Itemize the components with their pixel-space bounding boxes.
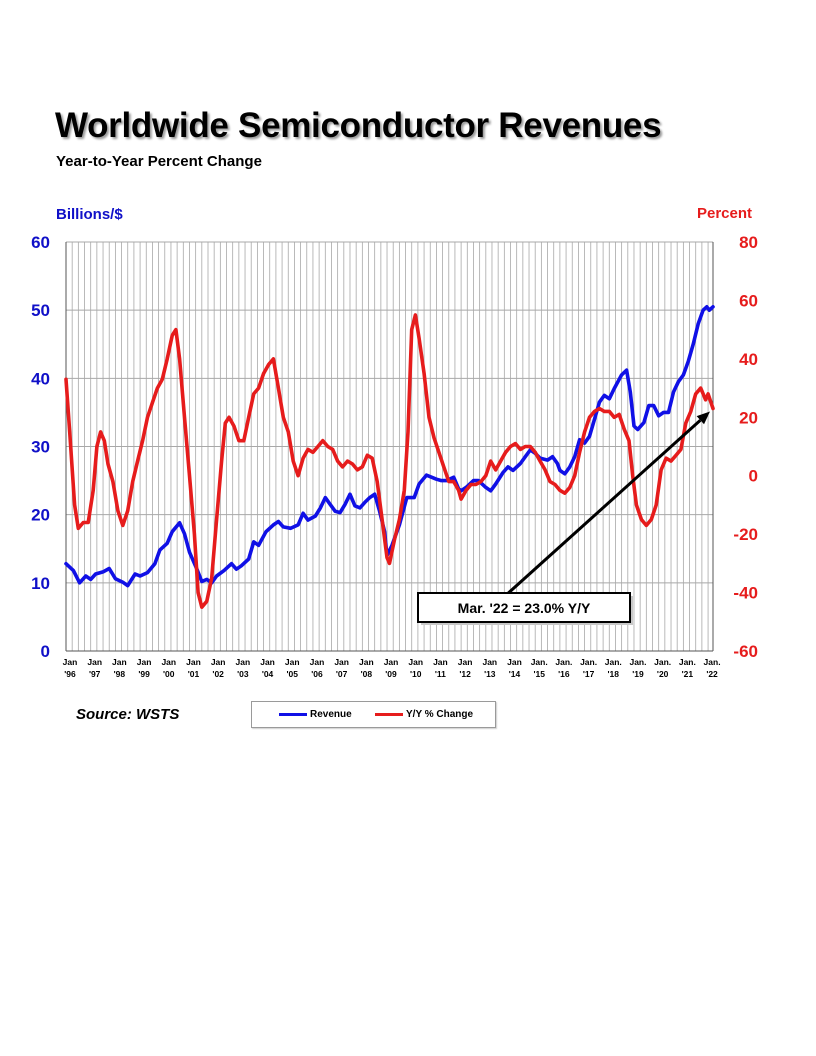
right-tick-label: 40 <box>739 350 758 369</box>
x-tick-label: Jan. <box>654 657 671 667</box>
right-tick-label: -60 <box>733 642 758 661</box>
x-tick-label: Jan <box>63 657 78 667</box>
x-tick-label: '15 <box>533 669 545 679</box>
right-tick-label: 0 <box>749 467 758 486</box>
page-title: Worldwide Semiconductor Revenues <box>55 106 662 145</box>
x-tick-label: '99 <box>138 669 150 679</box>
x-tick-label: Jan <box>433 657 448 667</box>
series-line-yoy <box>64 313 715 610</box>
chart-legend: Revenue Y/Y % Change <box>251 701 496 728</box>
x-tick-label: Jan. <box>555 657 572 667</box>
x-tick-label: Jan <box>112 657 127 667</box>
x-tick-label: Jan <box>334 657 349 667</box>
x-tick-labels: Jan '96 Jan '97 Jan '98 Jan '99 Jan '00 Jan '01 Jan '… <box>63 657 721 679</box>
series-line-revenue <box>64 304 715 588</box>
legend-label-revenue: Revenue <box>310 709 352 720</box>
x-tick-label: '96 <box>64 669 76 679</box>
x-tick-label: '14 <box>509 669 521 679</box>
x-tick-label: Jan <box>384 657 399 667</box>
x-tick-label: Jan <box>260 657 275 667</box>
right-tick-labels: -60 -40 -20 0 20 40 60 80 <box>733 233 758 661</box>
x-tick-label: '98 <box>114 669 126 679</box>
x-tick-label: '04 <box>262 669 274 679</box>
x-tick-label: '19 <box>632 669 644 679</box>
x-tick-label: Jan <box>236 657 251 667</box>
left-tick-label: 60 <box>31 233 50 252</box>
x-tick-label: '03 <box>237 669 249 679</box>
x-tick-label: Jan <box>161 657 176 667</box>
x-tick-label: Jan. <box>580 657 597 667</box>
annotation-arrow-line <box>503 419 702 598</box>
chart-canvas: 0102030405060-60-40-20020406080Jan'96Jan… <box>31 233 758 679</box>
x-tick-label: '00 <box>163 669 175 679</box>
x-tick-label: Jan. <box>531 657 548 667</box>
x-tick-label: Jan <box>359 657 374 667</box>
x-tick-label: '10 <box>410 669 422 679</box>
x-tick-label: Jan. <box>629 657 646 667</box>
x-tick-label: Jan <box>211 657 226 667</box>
left-tick-labels: 0 10 20 30 40 50 60 <box>31 233 50 661</box>
x-tick-label: '18 <box>608 669 620 679</box>
x-tick-label: Jan <box>87 657 102 667</box>
x-tick-label: '07 <box>336 669 348 679</box>
x-tick-label: Jan. <box>679 657 696 667</box>
legend-swatch-yoy <box>375 713 403 716</box>
x-tick-label: '08 <box>361 669 373 679</box>
annotation-box <box>417 592 631 623</box>
page-subtitle: Year-to-Year Percent Change <box>56 153 262 170</box>
right-tick-label: 80 <box>739 233 758 252</box>
right-tick-label: 20 <box>739 408 758 427</box>
annotation-arrow-head <box>696 411 710 425</box>
x-tick-label: '12 <box>459 669 471 679</box>
left-tick-label: 0 <box>41 642 50 661</box>
left-tick-label: 50 <box>31 301 50 320</box>
x-tick-label: Jan <box>285 657 300 667</box>
x-tick-label: '06 <box>311 669 323 679</box>
x-tick-label: Jan <box>482 657 497 667</box>
x-tick-label: Jan <box>507 657 522 667</box>
x-tick-label: '13 <box>484 669 496 679</box>
x-tick-label: '16 <box>558 669 570 679</box>
x-tick-label: '20 <box>657 669 669 679</box>
x-tick-label: Jan <box>186 657 201 667</box>
x-tick-label: '02 <box>212 669 224 679</box>
right-tick-label: 60 <box>739 291 758 310</box>
left-tick-label: 30 <box>31 438 50 457</box>
legend-label-yoy: Y/Y % Change <box>406 709 474 720</box>
x-tick-label: '11 <box>435 669 446 679</box>
x-tick-label: '22 <box>706 669 718 679</box>
x-tick-label: '09 <box>385 669 397 679</box>
x-tick-label: Jan <box>310 657 325 667</box>
right-tick-label: -40 <box>733 584 758 603</box>
x-tick-label: '01 <box>188 669 200 679</box>
x-tick-label: '97 <box>89 669 101 679</box>
right-axis-title: Percent <box>697 205 753 222</box>
left-tick-label: 40 <box>31 369 50 388</box>
legend-item-yoy: Y/Y % Change <box>375 702 473 727</box>
x-tick-label: '17 <box>583 669 595 679</box>
legend-swatch-revenue <box>279 713 307 716</box>
right-tick-label: -20 <box>733 525 758 544</box>
x-tick-label: Jan <box>137 657 152 667</box>
x-tick-label: '21 <box>682 669 694 679</box>
source-note: Source: WSTS <box>76 706 180 723</box>
left-tick-label: 10 <box>31 574 50 593</box>
x-tick-label: Jan. <box>605 657 622 667</box>
x-tick-label: Jan <box>408 657 423 667</box>
x-tick-label: '05 <box>287 669 299 679</box>
legend-item-revenue: Revenue <box>279 702 352 727</box>
x-tick-label: Jan <box>458 657 473 667</box>
left-tick-label: 20 <box>31 506 50 525</box>
left-axis-title: Billions/$ <box>56 206 123 223</box>
x-tick-label: Jan. <box>704 657 721 667</box>
annotation-text: Mar. '22 = 23.0% Y/Y <box>458 600 591 616</box>
